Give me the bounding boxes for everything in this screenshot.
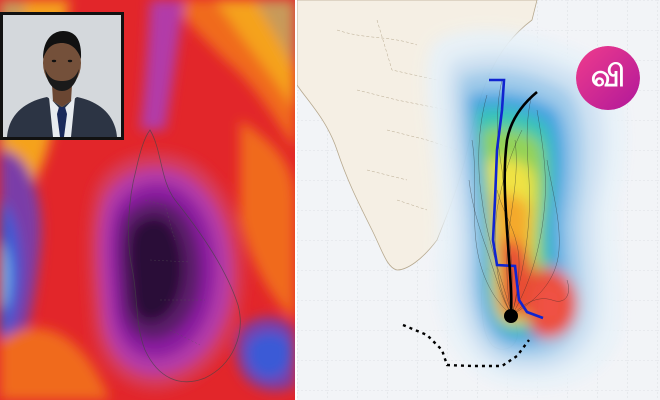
cyclone-position-marker [504,309,518,323]
panel-divider [295,0,297,400]
portrait-photo [0,12,124,140]
badge-background-icon [576,46,640,110]
rainfall-heatmap-panel [0,0,295,400]
observed-track-line [489,78,544,320]
brand-logo-badge: வி [576,46,640,110]
boundary-dotted-line [402,323,530,368]
ensemble-tracks [468,79,569,316]
person-portrait-icon [3,15,121,137]
forecast-track-line [503,91,538,317]
logo-text: வி [590,58,626,94]
